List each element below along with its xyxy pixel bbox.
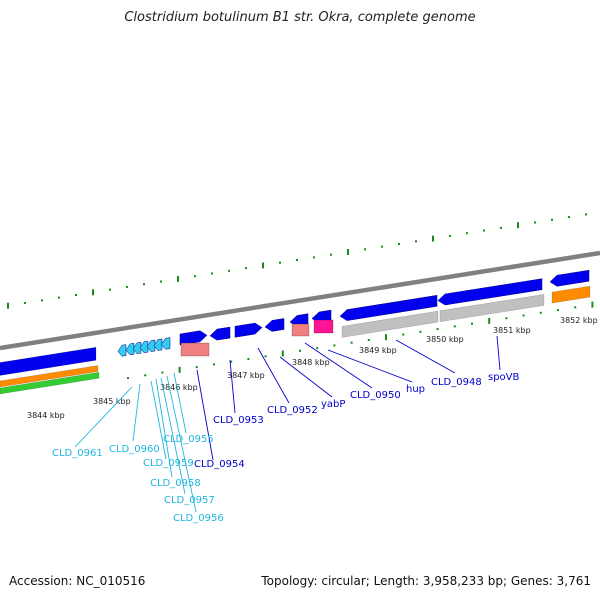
gene-label: spoVB [488,372,520,383]
leader-line [196,369,214,461]
green-track [0,372,100,395]
leader-line [229,359,236,414]
gene-arrow [179,330,208,346]
gene-label: CLD_0953 [213,415,264,426]
gene-arrow-cyan [125,343,135,356]
ruler-label: 3849 kbp [359,346,397,355]
orange-track [0,365,99,388]
gene-arrow-cyan [117,344,127,357]
leader-line [327,349,413,383]
orange-track [551,285,591,304]
backbone-line [0,250,600,351]
gene-arrow-cyan [160,337,171,350]
gene-arrow [549,269,590,287]
map-title: Clostridium botulinum B1 str. Okra, comp… [124,10,476,25]
gene-label: yabP [321,399,345,410]
leader-line [166,375,197,513]
gene-arrow [0,347,97,376]
gray-feature [341,310,439,338]
ruler-label: 3848 kbp [292,358,330,367]
gene-arrow [264,318,285,332]
pink-feature [180,342,210,357]
genome-backbone [0,250,600,351]
lower-ruler-ticks [127,301,594,379]
gene-arrow [209,326,231,341]
gene-label: CLD_0955 [163,434,214,445]
gray-feature [439,294,545,323]
gene-label: CLD_0948 [431,377,482,388]
leader-line [304,342,373,389]
leader-line [257,347,290,404]
ruler-labels: 3844 kbp 3845 kbp 3846 kbp 3847 kbp 3848 kbp… [27,316,598,420]
leader-line [395,339,456,374]
leader-line [496,335,501,371]
gene-label: hup [406,384,425,395]
gene-label: CLD_0961 [52,448,103,459]
gene-label: CLD_0960 [109,444,160,455]
gene-label: CLD_0958 [150,478,201,489]
upper-ruler-ticks [7,213,587,309]
leader-line [279,356,333,398]
genome-summary: Topology: circular; Length: 3,958,233 bp… [261,574,591,588]
gene-label: CLD_0950 [350,390,401,401]
magenta-feature [313,319,334,334]
ruler-label: 3850 kbp [426,335,464,344]
gene-label: CLD_0954 [194,459,245,470]
gene-label: CLD_0952 [267,405,318,416]
accession-label: Accession: NC_010516 [9,574,146,588]
gene-arrow [437,278,543,306]
ruler-label: 3846 kbp [160,383,198,392]
ruler-label: 3845 kbp [93,397,131,406]
gene-arrow [339,295,438,321]
gene-label: CLD_0959 [143,458,194,469]
ruler-label: 3847 kbp [227,371,265,380]
gene-label: CLD_0956 [173,513,224,524]
gene-features [0,269,591,395]
leader-line [160,377,186,495]
leader-line [150,380,167,460]
gene-arrow [234,322,263,338]
gene-label: CLD_0957 [164,495,215,506]
pink-feature [291,323,310,337]
leader-line [132,383,141,442]
leader-line [74,386,133,448]
ruler-label: 3852 kbp [560,316,598,325]
leader-line [155,378,173,478]
leader-line [173,372,187,434]
ruler-label: 3851 kbp [493,326,531,335]
ruler-label: 3844 kbp [27,411,65,420]
